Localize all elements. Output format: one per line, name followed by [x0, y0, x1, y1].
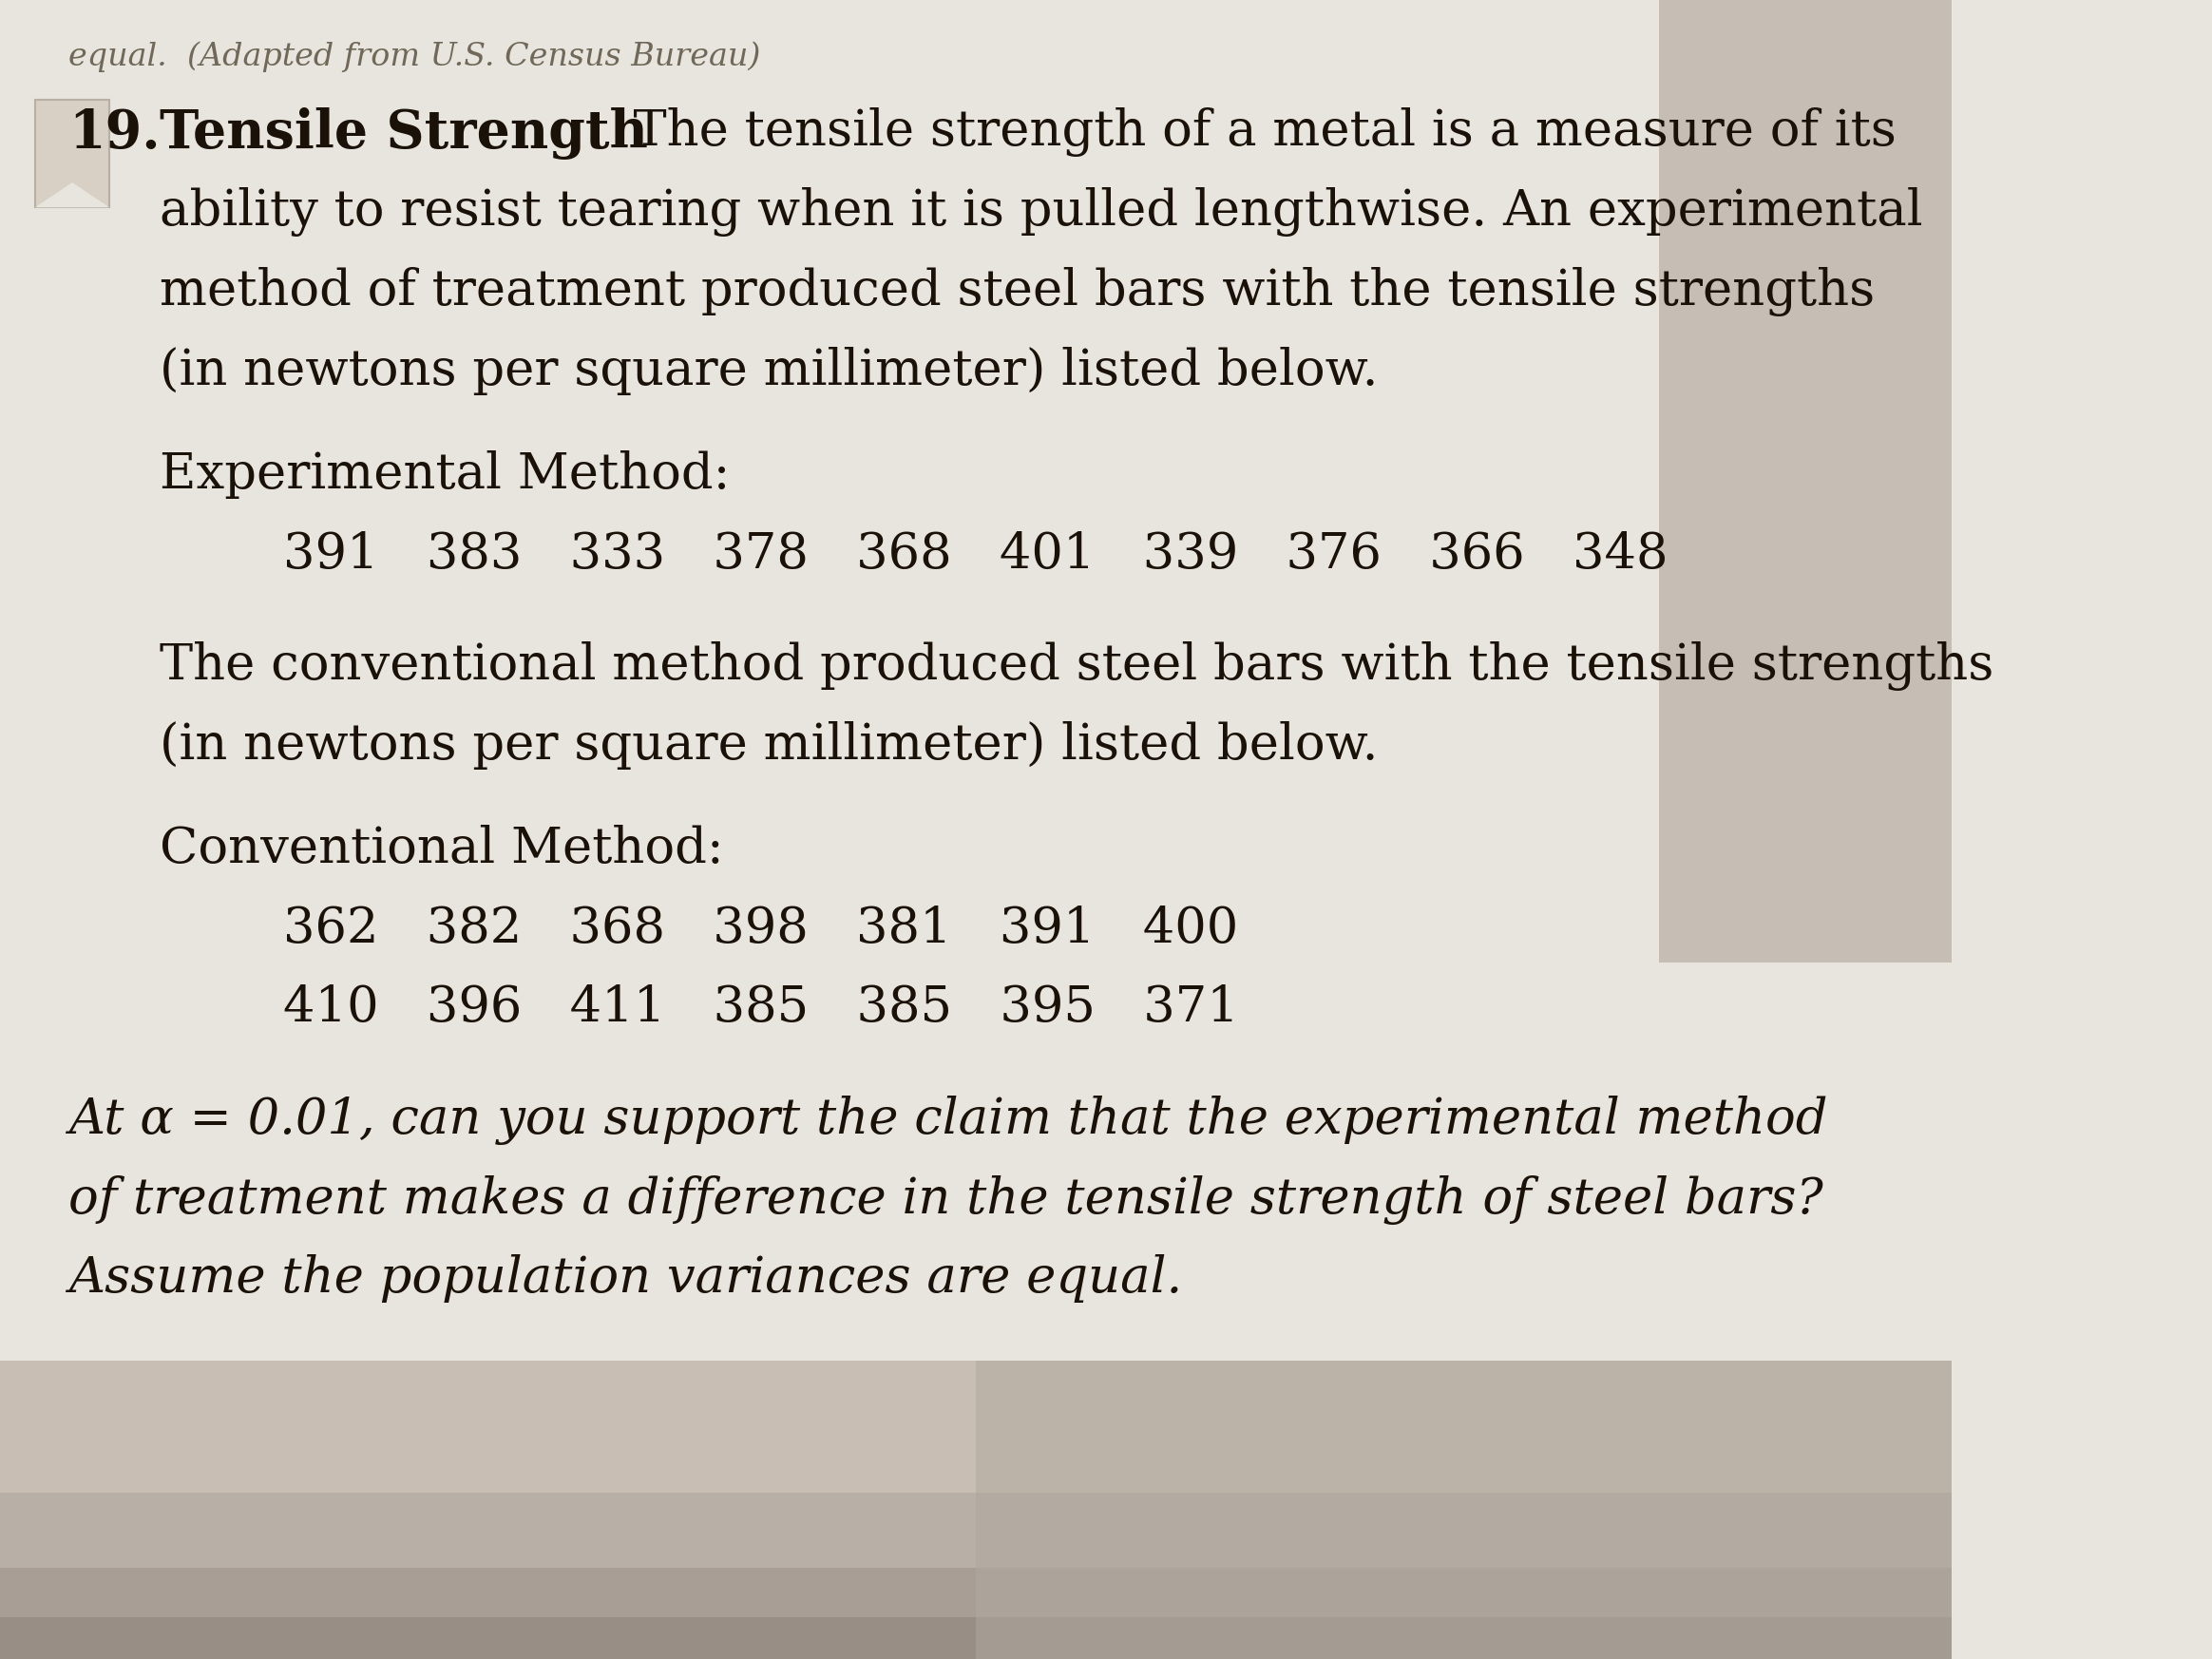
Polygon shape: [35, 182, 108, 207]
Text: (in newtons per square millimeter) listed below.: (in newtons per square millimeter) liste…: [159, 722, 1378, 770]
Bar: [0, 1618, 1951, 1659]
Bar: [0, 1568, 1951, 1659]
Bar: [35, 100, 108, 207]
Text: ability to resist tearing when it is pulled lengthwise. An experimental: ability to resist tearing when it is pul…: [159, 187, 1922, 237]
Bar: [975, 1360, 1951, 1659]
Text: 391   383   333   378   368   401   339   376   366   348: 391 383 333 378 368 401 339 376 366 348: [283, 529, 1668, 579]
Text: At α = 0.01, can you support the claim that the experimental method: At α = 0.01, can you support the claim t…: [69, 1095, 1827, 1145]
Text: Assume the population variances are equal.: Assume the population variances are equa…: [69, 1254, 1181, 1302]
Bar: [0, 1493, 1951, 1659]
Bar: [0, 1360, 1951, 1659]
Bar: [1659, 0, 1951, 962]
Text: Experimental Method:: Experimental Method:: [159, 450, 730, 499]
Text: The tensile strength of a metal is a measure of its: The tensile strength of a metal is a mea…: [602, 108, 1896, 158]
Text: (in newtons per square millimeter) listed below.: (in newtons per square millimeter) liste…: [159, 347, 1378, 395]
Text: 410   396   411   385   385   395   371: 410 396 411 385 385 395 371: [283, 984, 1239, 1032]
Text: equal.  (Adapted from U.S. Census Bureau): equal. (Adapted from U.S. Census Bureau): [69, 41, 761, 73]
Text: Tensile Strength: Tensile Strength: [159, 108, 648, 161]
Text: method of treatment produced steel bars with the tensile strengths: method of treatment produced steel bars …: [159, 267, 1876, 317]
Text: of treatment makes a difference in the tensile strength of steel bars?: of treatment makes a difference in the t…: [69, 1175, 1823, 1224]
Text: 19.: 19.: [69, 108, 159, 161]
Text: 362   382   368   398   381   391   400: 362 382 368 398 381 391 400: [283, 904, 1239, 952]
Text: The conventional method produced steel bars with the tensile strengths: The conventional method produced steel b…: [159, 642, 1995, 690]
Text: Conventional Method:: Conventional Method:: [159, 825, 723, 873]
